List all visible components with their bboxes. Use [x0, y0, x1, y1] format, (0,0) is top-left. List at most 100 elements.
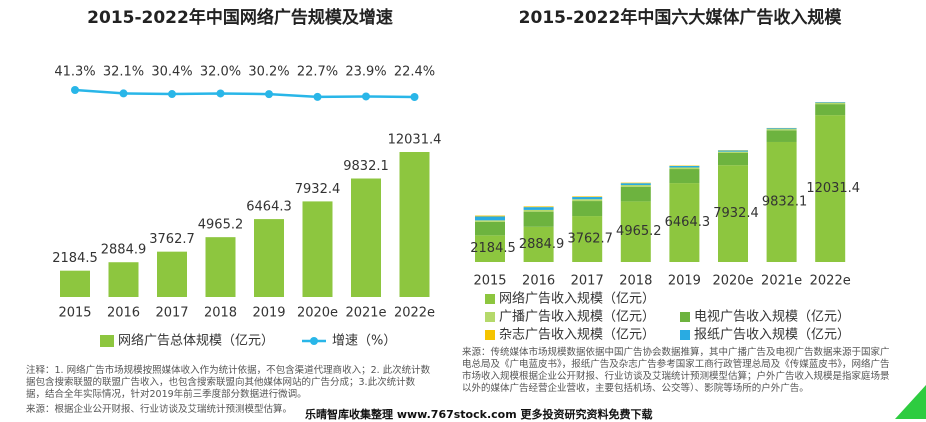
bar	[206, 237, 236, 297]
data-label: 41.3%	[54, 65, 95, 80]
legend-swatch	[100, 335, 114, 347]
line-point	[265, 90, 273, 98]
data-label: 2884.9	[519, 237, 565, 252]
bar-segment	[524, 212, 554, 227]
chart-title: 2015-2022年中国网络广告规模及增速	[87, 7, 393, 28]
bar-segment	[669, 169, 699, 183]
corner-decor	[895, 385, 926, 419]
data-label: 3762.7	[149, 232, 195, 247]
line-point	[168, 90, 176, 98]
bar-segment	[718, 153, 748, 165]
data-label: 22.4%	[394, 65, 435, 80]
bar-segment	[669, 166, 699, 167]
bar-segment	[815, 104, 845, 115]
data-label: 3762.7	[567, 232, 613, 247]
line-point	[411, 93, 419, 101]
bar-segment	[815, 103, 845, 104]
bar-segment	[621, 183, 651, 185]
bar	[60, 271, 90, 297]
data-label: 9832.1	[762, 194, 808, 209]
x-tick-label: 2018	[619, 274, 652, 289]
bar-segment	[572, 199, 602, 201]
legend-label: 增速（%）	[332, 334, 396, 349]
data-label: 4965.2	[198, 218, 244, 233]
legend-label: 网络广告总体规模（亿元）	[118, 333, 274, 349]
bar	[400, 152, 430, 297]
x-tick-label: 2022e	[394, 306, 435, 321]
bar-segment	[718, 151, 748, 152]
bar	[109, 262, 139, 297]
legend-swatch	[310, 337, 318, 345]
legend-label: 网络广告收入规模（亿元）	[499, 291, 655, 307]
bar-segment	[621, 187, 651, 202]
data-label: 7932.4	[713, 206, 759, 221]
bar-segment	[621, 183, 651, 184]
data-label: 9832.1	[343, 159, 389, 174]
bar-segment	[815, 102, 845, 103]
x-tick-label: 2019	[252, 306, 285, 321]
x-tick-label: 2021e	[345, 306, 386, 321]
legend-label: 电视广告收入规模（亿元）	[694, 310, 850, 325]
legend-swatch	[485, 294, 495, 304]
x-tick-label: 2016	[107, 306, 140, 321]
x-tick-label: 2018	[204, 306, 237, 321]
bar	[254, 219, 284, 297]
data-label: 4965.2	[616, 224, 662, 239]
bar-segment	[475, 222, 505, 235]
bar	[351, 179, 381, 297]
legend-swatch	[680, 312, 690, 322]
legend-swatch	[485, 330, 495, 340]
data-label: 32.0%	[200, 65, 241, 80]
x-tick-label: 2017	[155, 306, 188, 321]
x-tick-label: 2019	[668, 274, 701, 289]
data-label: 30.2%	[248, 65, 289, 80]
x-tick-label: 2016	[522, 274, 555, 289]
x-tick-label: 2015	[473, 274, 506, 289]
bar-segment	[475, 220, 505, 222]
data-label: 12031.4	[806, 181, 860, 196]
legend-swatch	[680, 330, 690, 340]
bar-segment	[572, 197, 602, 199]
bar-segment	[718, 152, 748, 153]
legend-label: 广播广告收入规模（亿元）	[499, 310, 655, 325]
x-tick-label: 2020e	[297, 306, 338, 321]
bar-segment	[572, 201, 602, 216]
bar-segment	[475, 216, 505, 217]
legend-label: 报纸广告收入规模（亿元）	[694, 328, 850, 343]
bar-segment	[524, 210, 554, 212]
bar-segment	[669, 167, 699, 169]
data-label: 12031.4	[388, 133, 442, 148]
data-label: 2884.9	[101, 243, 147, 258]
bar-segment	[767, 130, 797, 142]
line-point	[120, 89, 128, 97]
x-tick-label: 2017	[571, 274, 604, 289]
chart-title: 2015-2022年中国六大媒体广告收入规模	[519, 7, 843, 28]
legend-label: 杂志广告收入规模（亿元）	[499, 328, 655, 343]
footnote: 注释：1. 网络广告市场规模按照媒体收入作为统计依据，不包含渠道代理商收入；2.…	[26, 365, 431, 401]
bar-segment	[621, 185, 651, 187]
source: 来源：传统媒体市场规模数据依据中国广告协会数据推算，其中广播广告及电视广告数据来…	[462, 347, 892, 395]
line-point	[217, 89, 225, 97]
bar-segment	[767, 129, 797, 130]
line-point	[314, 93, 322, 101]
bar	[157, 252, 187, 297]
watermark: 乐晴智库收集整理 www.767stock.com 更多投资研究资料免费下载	[305, 406, 653, 422]
x-tick-label: 2020e	[712, 274, 753, 289]
data-label: 2184.5	[52, 251, 98, 266]
data-label: 6464.3	[246, 200, 292, 215]
line-point	[362, 92, 370, 100]
data-label: 32.1%	[103, 65, 144, 80]
data-label: 2184.5	[470, 241, 516, 256]
bar	[303, 201, 333, 297]
legend-swatch	[485, 312, 495, 322]
bar-segment	[572, 196, 602, 197]
data-label: 6464.3	[665, 215, 711, 230]
bar-segment	[475, 216, 505, 220]
line-point	[71, 86, 79, 94]
bar-segment	[524, 207, 554, 210]
data-label: 7932.4	[295, 182, 341, 197]
data-label: 23.9%	[345, 65, 386, 80]
bar-segment	[767, 128, 797, 129]
x-tick-label: 2015	[58, 306, 91, 321]
